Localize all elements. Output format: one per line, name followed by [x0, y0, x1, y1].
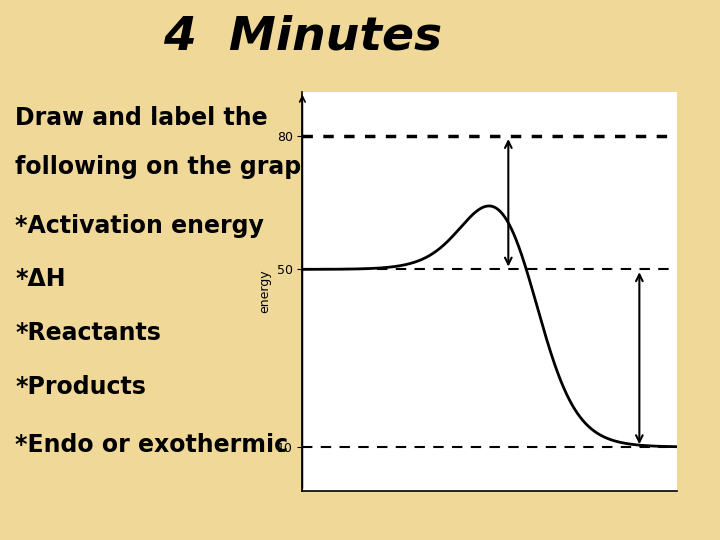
Text: *Products: *Products	[15, 375, 146, 399]
Text: *Activation energy: *Activation energy	[15, 214, 264, 238]
Text: *Endo or exothermic: *Endo or exothermic	[15, 433, 288, 457]
Y-axis label: energy: energy	[258, 270, 271, 313]
Text: 4  Minutes: 4 Minutes	[163, 14, 442, 59]
Text: *ΔH: *ΔH	[15, 267, 66, 292]
Text: *Reactants: *Reactants	[15, 321, 161, 345]
Text: following on the graph.: following on the graph.	[15, 156, 327, 179]
Text: Draw and label the: Draw and label the	[15, 106, 268, 130]
